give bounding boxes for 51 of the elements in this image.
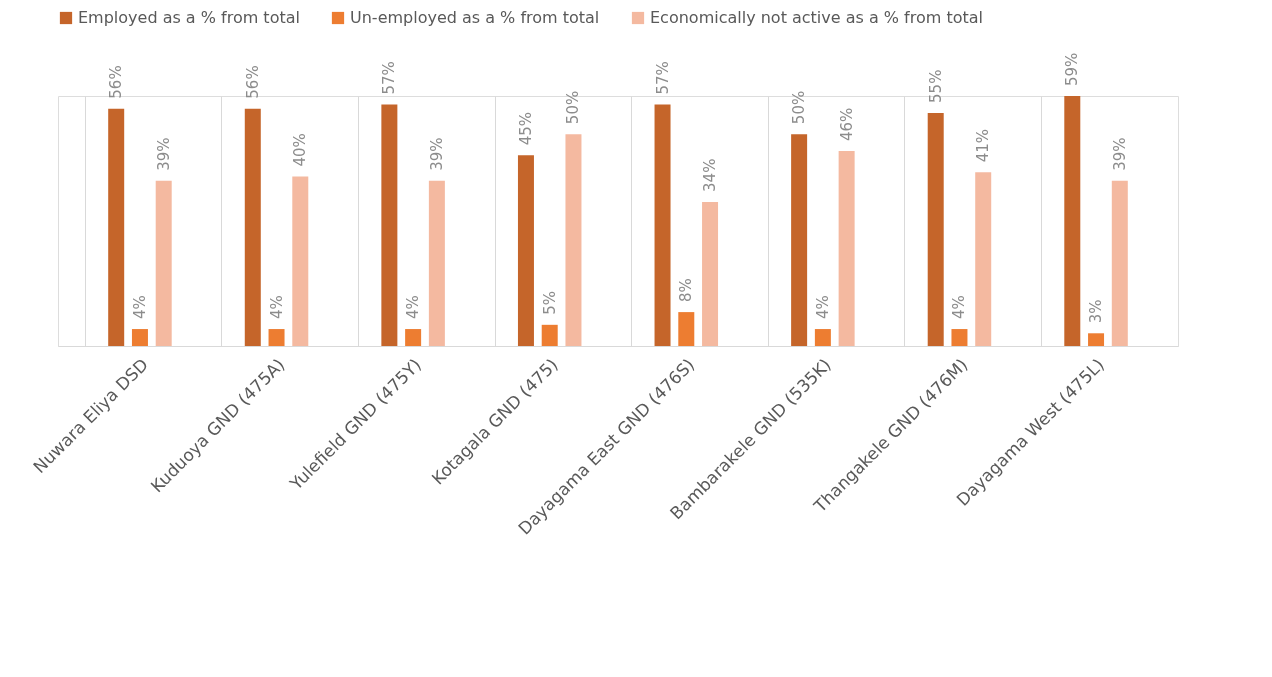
bar	[1088, 333, 1105, 346]
data-label: 40%	[291, 133, 310, 167]
data-label: 4%	[130, 295, 149, 320]
bar	[678, 312, 695, 346]
bar	[268, 329, 285, 346]
data-label: 8%	[677, 278, 696, 303]
data-label: 57%	[380, 61, 399, 95]
bar	[381, 104, 398, 346]
data-label: 3%	[1087, 299, 1106, 324]
data-label: 4%	[404, 295, 423, 320]
data-label: 57%	[653, 61, 672, 95]
data-label: 55%	[926, 69, 945, 103]
bar	[1111, 180, 1128, 346]
legend-label: Employed as a % from total	[78, 8, 300, 27]
bar	[565, 134, 582, 346]
bar	[428, 180, 445, 346]
bar	[405, 329, 422, 346]
bar	[975, 172, 992, 346]
data-label: 45%	[516, 111, 535, 146]
data-label: 56%	[243, 65, 262, 99]
bar	[244, 108, 261, 346]
data-label: 59%	[1063, 52, 1082, 86]
bar	[108, 108, 125, 346]
data-label: 4%	[267, 295, 286, 320]
data-label: 39%	[1110, 137, 1129, 171]
data-label: 4%	[950, 295, 969, 320]
bar	[702, 201, 719, 346]
bar	[951, 329, 968, 346]
data-label: 4%	[813, 295, 832, 320]
bar	[1064, 96, 1081, 346]
data-label: 46%	[837, 107, 856, 142]
bar	[155, 180, 172, 346]
bar	[541, 324, 558, 346]
bar	[838, 151, 855, 346]
bar	[654, 104, 671, 346]
bar	[131, 329, 148, 346]
bar	[517, 155, 534, 346]
data-label: 34%	[701, 158, 720, 192]
data-label: 39%	[154, 137, 173, 171]
data-label: 39%	[427, 137, 446, 171]
data-label: 41%	[974, 128, 993, 163]
data-label: 5%	[540, 291, 559, 315]
legend-label: Economically not active as a % from total	[650, 8, 984, 27]
data-label: 50%	[790, 90, 809, 125]
bar	[292, 176, 309, 346]
data-label: 50%	[564, 90, 583, 125]
bar	[791, 134, 808, 346]
bar	[814, 329, 831, 346]
data-label: 56%	[107, 65, 126, 99]
bar	[927, 112, 944, 346]
legend-label: Un-employed as a % from total	[350, 8, 600, 27]
